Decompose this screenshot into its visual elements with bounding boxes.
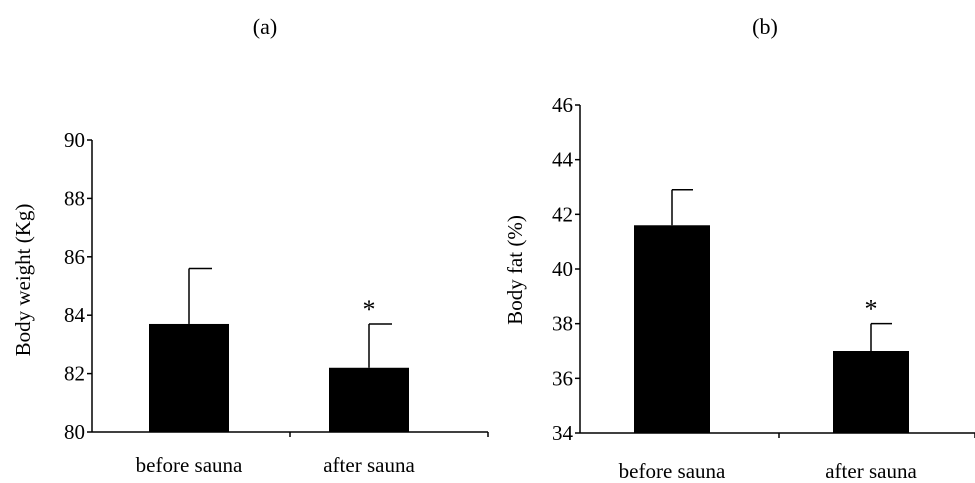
panel-a-y-tick-label-86: 86 — [64, 245, 85, 269]
panel-b-bar-after — [833, 351, 909, 433]
panel-a-bar-before — [149, 323, 229, 432]
panel-b-y-tick-label-44: 44 — [552, 148, 574, 172]
panel-b-y-tick-label-40: 40 — [552, 257, 573, 281]
panel-a-y-tick-label-80: 80 — [64, 420, 85, 444]
panel-a-significance-marker: * — [363, 295, 376, 324]
panel-a-y-axis-title: Body weight (Kg) — [11, 204, 35, 357]
panel-a-category-label-after: after sauna — [323, 453, 415, 477]
panel-a-y-tick-label-84: 84 — [64, 303, 86, 327]
panel-a-category-label-before: before sauna — [136, 453, 243, 477]
panel-a-y-tick-label-90: 90 — [64, 128, 85, 152]
panel-b-y-tick-label-46: 46 — [552, 93, 573, 117]
panel-a-y-tick-label-82: 82 — [64, 362, 85, 386]
panel-a-marks: 80 82 84 86 88 90 before sauna * after sauna — [64, 128, 489, 477]
panel-b-y-tick-label-38: 38 — [552, 312, 573, 336]
panel-b-y-axis-title: Body fat (%) — [503, 215, 527, 325]
panel-a-bar-after — [329, 367, 409, 432]
panel-b-significance-marker: * — [865, 295, 878, 324]
panel-a-chart: (a) Body weight (Kg) 80 82 84 86 88 90 before … — [11, 14, 489, 477]
panel-b-chart: (b) Body fat (%) 34 36 38 40 42 44 46 before sa… — [503, 14, 975, 483]
panel-b-bar-before — [634, 225, 710, 433]
panel-b-y-tick-label-42: 42 — [552, 202, 573, 226]
panel-b-category-label-before: before sauna — [619, 459, 726, 483]
panel-a-y-tick-label-88: 88 — [64, 186, 85, 210]
panel-b-label: (b) — [752, 14, 778, 39]
panel-a-label: (a) — [253, 14, 277, 39]
panel-b-y-tick-label-34: 34 — [552, 421, 574, 445]
panel-b-marks: 34 36 38 40 42 44 46 before sauna * after sauna — [552, 93, 975, 483]
panel-b-category-label-after: after sauna — [825, 459, 917, 483]
panel-b-y-tick-label-36: 36 — [552, 366, 573, 390]
